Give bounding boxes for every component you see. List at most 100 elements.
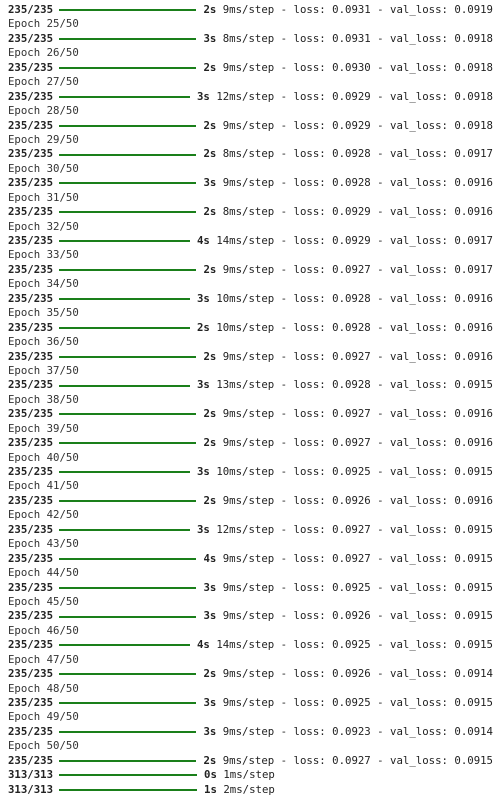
epoch-label: Epoch 37/50 — [8, 363, 79, 377]
epoch-label: Epoch 29/50 — [8, 132, 79, 146]
epoch-duration: 4s — [197, 234, 210, 247]
epoch-header-line: Epoch 39/50 — [8, 422, 493, 436]
epoch-label: Epoch 38/50 — [8, 392, 79, 406]
step-metrics: 9ms/step - loss: 0.0929 - val_loss: 0.09… — [222, 118, 493, 132]
step-count: 235/235 — [8, 522, 54, 536]
progress-bar — [59, 95, 190, 98]
step-metrics: 9ms/step - loss: 0.0930 - val_loss: 0.09… — [222, 60, 493, 74]
epoch-label: Epoch 48/50 — [8, 681, 79, 695]
epoch-label: Epoch 30/50 — [8, 161, 79, 175]
step-count: 313/313 — [8, 782, 54, 796]
epoch-label: Epoch 26/50 — [8, 46, 79, 60]
step-metrics: 10ms/step - loss: 0.0925 - val_loss: 0.0… — [216, 465, 493, 478]
epoch-duration: 3s — [203, 609, 217, 623]
epoch-duration: 2s — [197, 320, 210, 334]
epoch-header-line: Epoch 45/50 — [8, 595, 493, 609]
progress-line: 235/235 3s 10ms/step - loss: 0.0925 - val… — [8, 465, 493, 479]
progress-line: 235/235 2s 9ms/step - loss: 0.0927 - val_… — [8, 350, 493, 364]
step-count: 235/235 — [8, 176, 54, 190]
epoch-label: Epoch 50/50 — [8, 739, 79, 753]
step-metrics: 9ms/step - loss: 0.0925 - val_loss: 0.09… — [222, 696, 493, 709]
step-metrics: 9ms/step - loss: 0.0926 - val_loss: 0.09… — [222, 493, 493, 507]
step-count: 313/313 — [8, 768, 54, 782]
epoch-header-line: Epoch 36/50 — [8, 335, 493, 349]
epoch-duration: 2s — [203, 493, 217, 507]
step-count: 235/235 — [8, 60, 54, 74]
epoch-duration: 3s — [197, 291, 210, 305]
progress-bar — [59, 586, 197, 589]
epoch-header-line: Epoch 25/50 — [8, 17, 493, 31]
epoch-label: Epoch 40/50 — [8, 450, 79, 464]
training-log-output: 235/235 2s 9ms/step - loss: 0.0931 - val_… — [8, 3, 493, 797]
progress-bar — [59, 9, 197, 12]
epoch-header-line: Epoch 48/50 — [8, 682, 493, 696]
step-count: 235/235 — [8, 378, 54, 392]
step-count: 235/235 — [8, 349, 54, 363]
step-count: 235/235 — [8, 3, 54, 16]
epoch-duration: 2s — [203, 753, 217, 767]
progress-line: 235/235 3s 12ms/step - loss: 0.0927 - val… — [8, 523, 493, 537]
epoch-header-line: Epoch 46/50 — [8, 624, 493, 638]
step-count: 235/235 — [8, 667, 54, 681]
progress-bar — [59, 673, 197, 676]
epoch-label: Epoch 36/50 — [8, 335, 79, 349]
progress-line: 313/313 1s 2ms/step — [8, 783, 493, 797]
step-count: 235/235 — [8, 609, 54, 623]
step-metrics: 9ms/step - loss: 0.0927 - val_loss: 0.09… — [222, 407, 493, 421]
epoch-label: Epoch 35/50 — [8, 306, 79, 320]
epoch-header-line: Epoch 26/50 — [8, 46, 493, 60]
epoch-duration: 3s — [197, 378, 210, 392]
progress-line: 235/235 3s 12ms/step - loss: 0.0929 - val… — [8, 90, 493, 104]
step-count: 235/235 — [8, 724, 54, 738]
progress-bar — [59, 66, 197, 69]
epoch-header-line: Epoch 35/50 — [8, 306, 493, 320]
epoch-label: Epoch 34/50 — [8, 277, 79, 291]
epoch-header-line: Epoch 44/50 — [8, 566, 493, 580]
step-count: 235/235 — [8, 638, 54, 652]
progress-line: 235/235 2s 9ms/step - loss: 0.0927 - val_… — [8, 436, 493, 450]
progress-line: 235/235 2s 8ms/step - loss: 0.0929 - val_… — [8, 205, 493, 219]
progress-line: 235/235 2s 9ms/step - loss: 0.0927 - val_… — [8, 407, 493, 421]
step-metrics: 10ms/step - loss: 0.0928 - val_loss: 0.0… — [216, 320, 493, 334]
progress-line: 235/235 3s 10ms/step - loss: 0.0928 - val… — [8, 292, 493, 306]
epoch-header-line: Epoch 37/50 — [8, 364, 493, 378]
progress-bar — [59, 326, 190, 329]
step-count: 235/235 — [8, 580, 54, 594]
epoch-label: Epoch 31/50 — [8, 190, 79, 204]
progress-line: 235/235 2s 9ms/step - loss: 0.0926 - val_… — [8, 667, 493, 681]
step-count: 235/235 — [8, 291, 54, 305]
step-metrics: 8ms/step - loss: 0.0929 - val_loss: 0.09… — [222, 205, 493, 219]
epoch-label: Epoch 43/50 — [8, 537, 79, 551]
progress-bar — [59, 702, 197, 705]
epoch-duration: 3s — [203, 724, 217, 738]
step-metrics: 9ms/step - loss: 0.0928 - val_loss: 0.09… — [222, 176, 493, 190]
epoch-duration: 3s — [203, 696, 217, 709]
epoch-header-line: Epoch 47/50 — [8, 653, 493, 667]
step-metrics: 9ms/step - loss: 0.0926 - val_loss: 0.09… — [222, 609, 493, 623]
epoch-duration: 2s — [203, 407, 217, 421]
progress-bar — [59, 153, 197, 156]
progress-bar — [59, 38, 197, 41]
step-count: 235/235 — [8, 465, 54, 478]
step-metrics: 9ms/step - loss: 0.0927 - val_loss: 0.09… — [222, 349, 493, 363]
epoch-header-line: Epoch 34/50 — [8, 277, 493, 291]
progress-bar — [59, 297, 190, 300]
progress-line: 235/235 4s 14ms/step - loss: 0.0925 - val… — [8, 638, 493, 652]
step-count: 235/235 — [8, 89, 54, 103]
step-metrics: 12ms/step - loss: 0.0929 - val_loss: 0.0… — [216, 89, 493, 103]
progress-line: 235/235 3s 9ms/step - loss: 0.0928 - val_… — [8, 176, 493, 190]
step-metrics: 9ms/step - loss: 0.0926 - val_loss: 0.09… — [222, 667, 493, 681]
epoch-duration: 3s — [203, 176, 217, 190]
epoch-header-line: Epoch 50/50 — [8, 739, 493, 753]
progress-bar — [59, 774, 198, 777]
step-metrics: 9ms/step - loss: 0.0931 - val_loss: 0.09… — [222, 3, 493, 16]
epoch-header-line: Epoch 41/50 — [8, 479, 493, 493]
progress-line: 235/235 2s 9ms/step - loss: 0.0927 - val_… — [8, 754, 493, 768]
progress-line: 235/235 2s 9ms/step - loss: 0.0929 - val_… — [8, 119, 493, 133]
progress-bar — [59, 211, 197, 214]
epoch-label: Epoch 32/50 — [8, 219, 79, 233]
epoch-duration: 2s — [203, 262, 217, 276]
progress-line: 235/235 2s 10ms/step - loss: 0.0928 - val… — [8, 321, 493, 335]
epoch-duration: 2s — [203, 60, 217, 74]
step-metrics: 8ms/step - loss: 0.0928 - val_loss: 0.09… — [222, 147, 493, 161]
